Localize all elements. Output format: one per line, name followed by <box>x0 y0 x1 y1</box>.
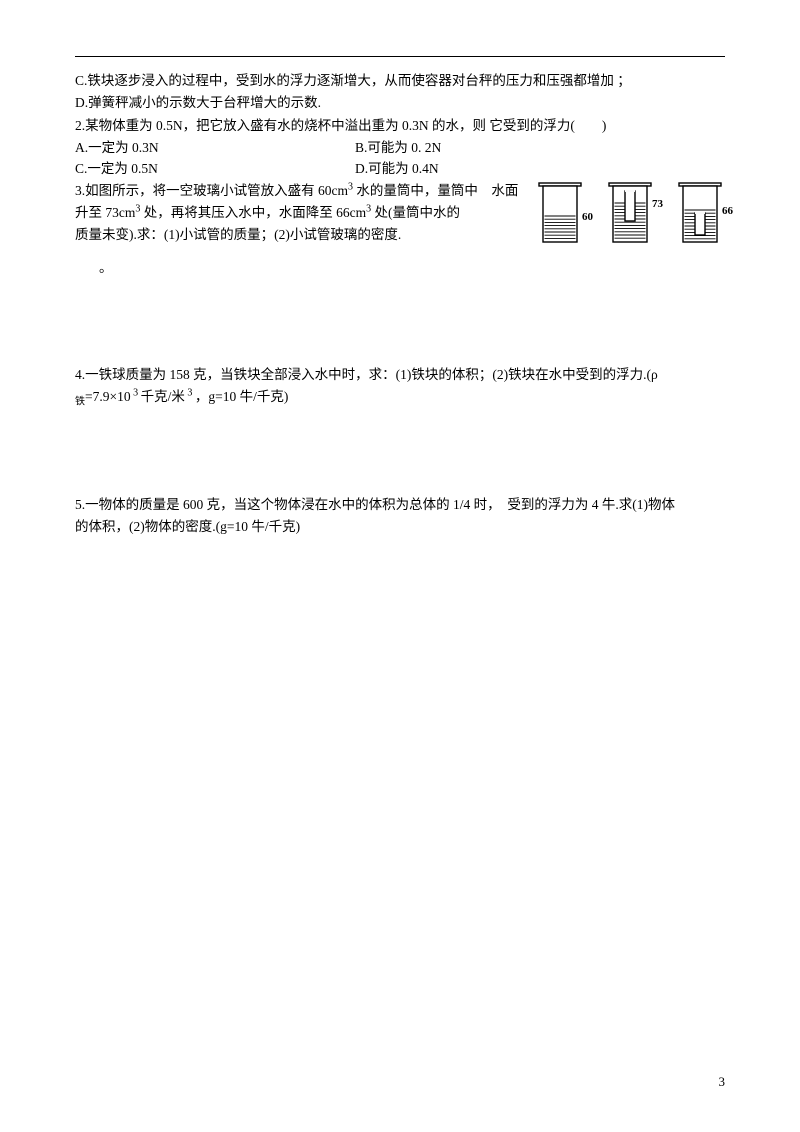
q3-line-3: 质量未变).求：(1)小试管的质量；(2)小试管玻璃的密度. <box>75 224 525 245</box>
q2-option-b: B.可能为 0. 2N <box>355 137 725 158</box>
cylinder-diagram: 60 73 66 <box>535 180 735 245</box>
q2-option-a: A.一定为 0.3N <box>75 137 355 158</box>
q2-option-d: D.可能为 0.4N <box>355 158 725 179</box>
q2-options-row-2: C.一定为 0.5N D.可能为 0.4N <box>75 158 725 179</box>
q4-l2-mid: 千克/米 <box>141 389 185 404</box>
q5-line-2: 的体积，(2)物体的密度.(g=10 牛/千克) <box>75 516 725 537</box>
svg-text:73: 73 <box>652 198 664 210</box>
q3-l2-pre: 升至 73cm <box>75 205 135 220</box>
q5-line-1: 5.一物体的质量是 600 克，当这个物体浸在水中的体积为总体的 1/4 时， … <box>75 494 725 515</box>
q3-l2-post: 处(量筒中水的 <box>371 205 460 220</box>
subscript-iron: 铁 <box>75 397 85 408</box>
q4-line-1: 4.一铁球质量为 158 克，当铁块全部浸入水中时，求：(1)铁块的体积；(2)… <box>75 364 725 385</box>
page-container: C.铁块逐步浸入的过程中，受到水的浮力逐渐增大，从而使容器对台秤的压力和压强都增… <box>0 0 800 1132</box>
content-body: C.铁块逐步浸入的过程中，受到水的浮力逐渐增大，从而使容器对台秤的压力和压强都增… <box>75 70 725 537</box>
superscript-3: 3 <box>131 388 141 399</box>
spacer <box>75 279 725 364</box>
spacer <box>75 409 725 494</box>
cylinder-svg: 60 73 66 <box>535 180 735 245</box>
q3-line-1: 3.如图所示，将一空玻璃小试管放入盛有 60cm3 水的量筒中，量筒中 水面 <box>75 180 525 201</box>
q3-l1-post: 水的量筒中，量筒中 水面 <box>353 183 518 198</box>
q3-line-2: 升至 73cm3 处，再将其压入水中，水面降至 66cm3 处(量筒中水的 <box>75 202 525 223</box>
q3-l2-mid: 处，再将其压入水中，水面降至 66cm <box>140 205 366 220</box>
superscript-3: 3 <box>185 388 195 399</box>
page-number: 3 <box>719 1074 726 1090</box>
q2-options-row-1: A.一定为 0.3N B.可能为 0. 2N <box>75 137 725 158</box>
svg-text:66: 66 <box>722 205 734 217</box>
option-d-text: D.弹簧秤减小的示数大于台秤增大的示数. <box>75 92 725 113</box>
q3-dot: 。 <box>75 257 725 278</box>
q4-l2-post: ，g=10 牛/千克) <box>195 389 289 404</box>
q2-option-c: C.一定为 0.5N <box>75 158 355 179</box>
q3-block: 3.如图所示，将一空玻璃小试管放入盛有 60cm3 水的量筒中，量筒中 水面 升… <box>75 180 725 246</box>
q3-text: 3.如图所示，将一空玻璃小试管放入盛有 60cm3 水的量筒中，量筒中 水面 升… <box>75 180 525 246</box>
svg-text:60: 60 <box>582 211 594 223</box>
option-c-text: C.铁块逐步浸入的过程中，受到水的浮力逐渐增大，从而使容器对台秤的压力和压强都增… <box>75 70 725 91</box>
q3-l1-pre: 3.如图所示，将一空玻璃小试管放入盛有 60cm <box>75 183 348 198</box>
q4-l2-pre: =7.9×10 <box>85 389 131 404</box>
spacer <box>75 247 725 257</box>
q4-line-2: 铁=7.9×10 3 千克/米 3 ，g=10 牛/千克) <box>75 386 725 407</box>
q2-stem: 2.某物体重为 0.5N，把它放入盛有水的烧杯中溢出重为 0.3N 的水，则 它… <box>75 115 725 136</box>
